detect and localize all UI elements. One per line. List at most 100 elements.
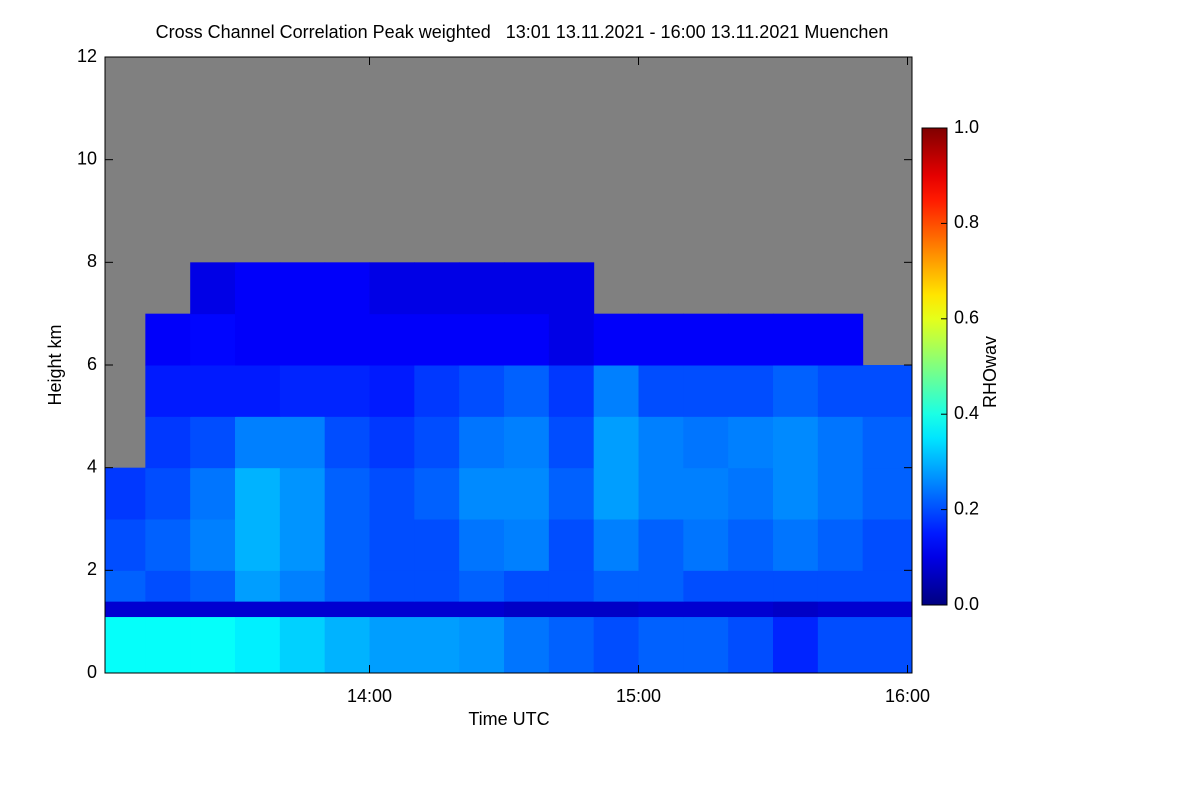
heatmap-cell [504,467,550,520]
heatmap-cell [235,365,281,417]
heatmap-cell [105,519,146,571]
heatmap-cell [504,570,550,602]
heatmap-cell [145,616,191,674]
x-tick-label: 14:00 [347,686,392,706]
heatmap-cell [145,519,191,571]
heatmap-cell [638,519,684,571]
heatmap-cell [324,416,371,469]
heatmap-cell [773,570,819,602]
heatmap-cell [279,313,326,366]
heatmap-cell [414,313,460,366]
heatmap-cell [504,262,550,315]
heatmap-cell [145,601,191,618]
colorbar-tick-label: 0.0 [954,594,979,614]
heatmap-cell [728,616,774,674]
heatmap-cell [190,313,236,366]
heatmap-cell [593,467,640,520]
heatmap-cell [504,313,550,366]
heatmap-cell [728,570,774,602]
heatmap-cell [638,616,684,674]
heatmap-cell [369,313,415,366]
heatmap-cell [817,601,864,618]
x-tick-label: 16:00 [885,686,930,706]
heatmap-cell [235,467,281,520]
heatmap-cell [279,601,326,618]
heatmap-cell [414,570,460,602]
heatmap-cell [548,570,595,602]
heatmap-cell [369,365,415,417]
heatmap-cell [459,616,505,674]
heatmap-cell [235,601,281,618]
heatmap-cell [459,601,505,618]
heatmap-cell [683,570,729,602]
heatmap-cell [817,616,864,674]
heatmap-cell [324,570,371,602]
heatmap-cell [279,616,326,674]
heatmap-cell [235,416,281,469]
heatmap-cell [504,601,550,618]
heatmap-cell [638,416,684,469]
y-tick-label: 10 [77,148,97,168]
heatmap-cell [862,601,913,618]
heatmap-cell [235,262,281,315]
colorbar-tick-label: 0.4 [954,403,979,423]
heatmap-cell [638,601,684,618]
heatmap-cell [190,416,236,469]
heatmap-cell [190,601,236,618]
heatmap-cell [817,365,864,417]
heatmap-cell [862,365,913,417]
heatmap-cell [548,601,595,618]
heatmap-cell [145,467,191,520]
heatmap-cell [279,467,326,520]
heatmap-cell [773,616,819,674]
colorbar-tick-label: 0.8 [954,212,979,232]
heatmap-cell [548,262,595,315]
heatmap-cell [459,262,505,315]
heatmap-cell [235,313,281,366]
heatmap-cell [279,416,326,469]
heatmap-cell [773,467,819,520]
heatmap-cell [862,467,913,520]
chart-title: Cross Channel Correlation Peak weighted … [156,22,889,42]
heatmap-cell [683,365,729,417]
heatmap-cell [279,262,326,315]
heatmap-cell [459,519,505,571]
heatmap-cell [548,365,595,417]
heatmap-cell [593,519,640,571]
heatmap-cell [548,616,595,674]
y-tick-label: 6 [87,354,97,374]
colorbar-tick-label: 0.6 [954,308,979,328]
heatmap-cell [369,467,415,520]
heatmap-cell [145,313,191,366]
heatmap-cell [548,467,595,520]
heatmap-cell [683,467,729,520]
heatmap-cell [235,519,281,571]
heatmap-cell [369,262,415,315]
heatmap-cell [683,416,729,469]
heatmap-cell [683,601,729,618]
heatmap-cell [683,519,729,571]
heatmap-cell [459,570,505,602]
heatmap-cell [638,467,684,520]
heatmap-cell [728,467,774,520]
heatmap-cell [817,570,864,602]
heatmap-cell [279,365,326,417]
heatmap-cell [369,519,415,571]
heatmap-cell [145,570,191,602]
heatmap-cell [773,601,819,618]
heatmap-cell [817,416,864,469]
heatmap-cell [548,519,595,571]
heatmap-cell [773,313,819,366]
y-tick-label: 12 [77,46,97,66]
heatmap-cell [593,601,640,618]
heatmap-cell [593,416,640,469]
heatmap-cell [105,601,146,618]
heatmap-cell [817,519,864,571]
heatmap-cell [548,416,595,469]
heatmap-cell [638,313,684,366]
heatmap-cell [324,616,371,674]
heatmap-cell [235,570,281,602]
heatmap-cell [504,416,550,469]
heatmap-cell [773,519,819,571]
